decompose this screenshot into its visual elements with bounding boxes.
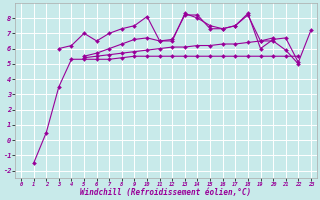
X-axis label: Windchill (Refroidissement éolien,°C): Windchill (Refroidissement éolien,°C) — [80, 188, 252, 197]
